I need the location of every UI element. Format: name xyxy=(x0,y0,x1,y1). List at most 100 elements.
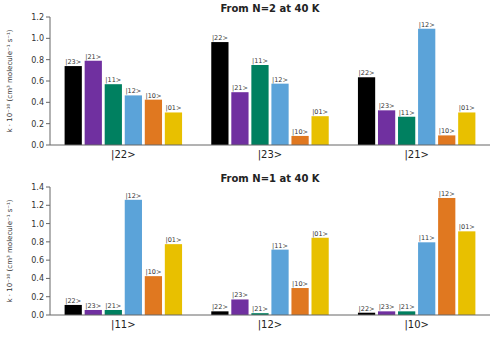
panel: From N=2 at 40 K k · 10⁻¹⁰ (cm³ molecule⁻… xyxy=(6,3,490,161)
tick-mark xyxy=(46,145,50,146)
bar xyxy=(418,29,435,145)
tick-mark xyxy=(46,260,50,261)
bar-label: |23> xyxy=(85,302,101,310)
bar-label: |22> xyxy=(65,297,81,305)
bar-label: |10> xyxy=(145,268,161,276)
bar-label: |01> xyxy=(165,104,181,112)
tick-label: 1.2 xyxy=(31,13,44,22)
bar-label: |01> xyxy=(459,104,475,112)
tick-label: 1.4 xyxy=(31,183,44,192)
bar xyxy=(311,116,328,145)
tick-label: 0.6 xyxy=(31,256,44,265)
tick-label: 1.0 xyxy=(31,220,44,229)
bar xyxy=(231,299,248,315)
tick-mark xyxy=(46,38,50,39)
bar xyxy=(271,250,288,315)
tick-mark xyxy=(46,102,50,103)
tick-label: 0.0 xyxy=(31,311,44,320)
bar xyxy=(358,77,375,145)
bar-label: |23> xyxy=(65,58,81,66)
bar xyxy=(145,276,162,315)
bar xyxy=(105,84,122,145)
bar-label: |01> xyxy=(459,223,475,231)
bar xyxy=(378,110,395,145)
bar-label: |12> xyxy=(125,87,141,95)
bar xyxy=(398,117,415,145)
tick-mark xyxy=(46,205,50,206)
bar xyxy=(291,288,308,315)
category-label: |11> xyxy=(111,319,135,331)
category-label: |23> xyxy=(258,149,282,161)
bar-label: |12> xyxy=(439,190,455,198)
bar-label: |23> xyxy=(232,291,248,299)
tick-label: 0.6 xyxy=(31,77,44,86)
tick-mark xyxy=(46,59,50,60)
tick-label: 1.0 xyxy=(31,34,44,43)
bar-label: |12> xyxy=(419,21,435,29)
bar xyxy=(105,310,122,315)
bar xyxy=(291,136,308,145)
tick-label: 0.4 xyxy=(31,274,44,283)
bar xyxy=(458,231,475,315)
bar xyxy=(311,238,328,315)
bar xyxy=(378,311,395,315)
bar-label: |12> xyxy=(125,192,141,200)
bar-label: |10> xyxy=(145,92,161,100)
bars xyxy=(65,29,476,145)
category-label: |21> xyxy=(404,149,428,161)
tick-mark xyxy=(46,223,50,224)
bar-label: |21> xyxy=(85,53,101,61)
tick-mark xyxy=(46,81,50,82)
title: From N=1 at 40 K xyxy=(220,173,320,184)
bar xyxy=(251,65,268,145)
bar xyxy=(438,135,455,145)
tick-label: 0.8 xyxy=(31,56,44,65)
category-label: |10> xyxy=(404,319,428,331)
bar xyxy=(165,112,182,145)
bar-labels: |22> |23> |21> |12> |10> |01> |22> |23> |21> |11>… xyxy=(65,190,474,313)
y-axis-line xyxy=(50,187,51,315)
tick-label: 0.0 xyxy=(31,141,44,150)
bar xyxy=(165,244,182,315)
bar-label: |21> xyxy=(252,305,268,313)
bar-label: |22> xyxy=(359,305,375,313)
bar xyxy=(145,100,162,145)
bar-label: |21> xyxy=(232,84,248,92)
tick-label: 0.2 xyxy=(31,293,44,302)
bar xyxy=(65,305,82,315)
bar xyxy=(458,112,475,145)
bar xyxy=(418,242,435,315)
bar xyxy=(398,311,415,315)
bar xyxy=(85,61,102,145)
bar-label: |11> xyxy=(272,242,288,250)
bar-label: |21> xyxy=(105,302,121,310)
bar xyxy=(65,66,82,145)
bar-label: |01> xyxy=(312,230,328,238)
tick-mark xyxy=(46,315,50,316)
bar-label: |11> xyxy=(252,57,268,65)
bar xyxy=(438,198,455,315)
panel: From N=1 at 40 K k · 10⁻¹⁰ (cm³ molecule⁻… xyxy=(6,173,490,331)
bar xyxy=(271,84,288,145)
x-axis-line xyxy=(50,145,490,146)
tick-label: 0.8 xyxy=(31,238,44,247)
bar-label: |22> xyxy=(212,34,228,42)
bar-label: |21> xyxy=(399,303,415,311)
bar-label: |10> xyxy=(292,280,308,288)
bar-label: |23> xyxy=(379,102,395,110)
bar-label: |22> xyxy=(212,303,228,311)
bar-label: |23> xyxy=(379,303,395,311)
bar-label: |10> xyxy=(292,128,308,136)
bar-label: |11> xyxy=(399,109,415,117)
category-label: |22> xyxy=(111,149,135,161)
tick-label: 0.4 xyxy=(31,98,44,107)
title: From N=2 at 40 K xyxy=(220,3,320,14)
x-axis-line xyxy=(50,315,490,316)
bar-label: |10> xyxy=(439,127,455,135)
tick-mark xyxy=(46,241,50,242)
tick-mark xyxy=(46,187,50,188)
y-axis-label: k · 10⁻¹⁰ (cm³ molecule⁻¹ s⁻¹) xyxy=(6,199,14,302)
y-axis-label: k · 10⁻¹⁰ (cm³ molecule⁻¹ s⁻¹) xyxy=(6,29,14,132)
bar xyxy=(85,310,102,315)
bar xyxy=(125,95,142,145)
